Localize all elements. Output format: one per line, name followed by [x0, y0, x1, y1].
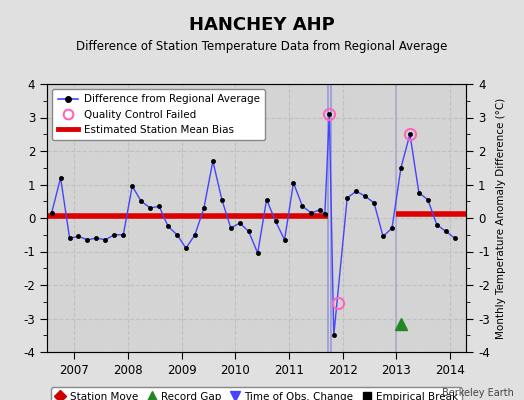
Text: Berkeley Earth: Berkeley Earth	[442, 388, 514, 398]
Y-axis label: Monthly Temperature Anomaly Difference (°C): Monthly Temperature Anomaly Difference (…	[496, 97, 506, 339]
Text: HANCHEY AHP: HANCHEY AHP	[189, 16, 335, 34]
Legend: Station Move, Record Gap, Time of Obs. Change, Empirical Break: Station Move, Record Gap, Time of Obs. C…	[51, 388, 463, 400]
Text: Difference of Station Temperature Data from Regional Average: Difference of Station Temperature Data f…	[77, 40, 447, 53]
